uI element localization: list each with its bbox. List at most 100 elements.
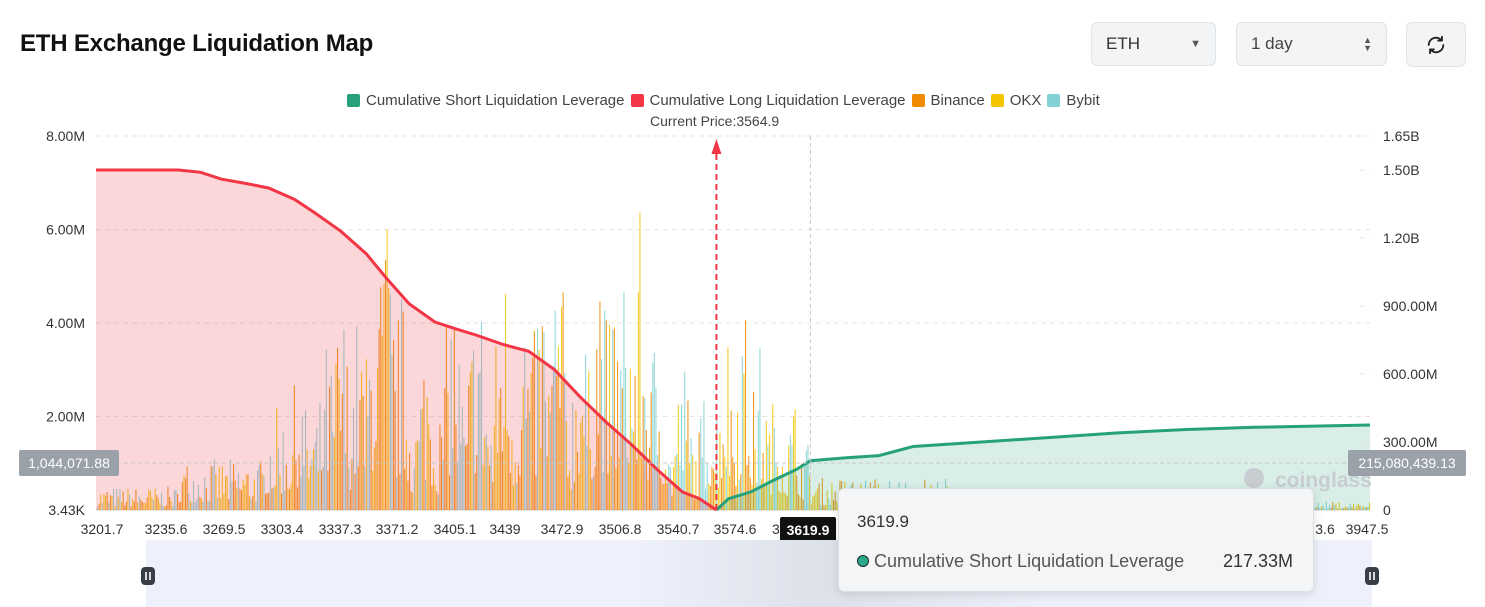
binance-bar [167,486,169,510]
binance-bar [394,391,396,510]
long-liquidation-area [96,170,717,510]
bybit-bar [1361,507,1363,510]
binance-bar [749,477,751,510]
binance-bar [431,485,433,510]
okx-bar [287,487,289,510]
okx-bar [785,493,787,510]
binance-bar [125,501,127,510]
bybit-bar [773,427,775,510]
binance-bar [98,503,100,510]
binance-bar [407,480,409,510]
bybit-bar [250,498,252,510]
okx-bar [365,359,367,510]
legend-swatch [1047,94,1061,107]
bybit-bar [807,445,809,510]
x-tick-label: 3472.9 [541,521,584,537]
legend-item-short[interactable]: Cumulative Short Liquidation Leverage [347,92,625,109]
okx-bar [484,436,486,510]
binance-bar [341,393,343,510]
bybit-bar [173,490,175,510]
binance-bar [476,455,478,510]
binance-bar [429,439,431,510]
binance-bar [177,493,179,510]
bybit-bar [108,502,110,510]
bybit-bar [389,294,391,510]
bybit-bar [305,410,307,510]
binance-bar [441,437,443,510]
okx-bar [793,416,795,510]
coin-select[interactable]: ETH ▼ [1091,22,1216,66]
binance-bar [165,505,167,510]
binance-bar [349,490,351,510]
legend-item-okx[interactable]: OKX [990,92,1041,109]
binance-bar [711,467,713,510]
binance-bar [140,499,142,510]
slider-handle-left[interactable] [141,567,155,585]
crosshair-y-left-label: 1,044,071.88 [28,455,110,471]
bybit-bar [477,373,479,510]
okx-bar [727,347,729,510]
okx-bar [149,490,151,510]
legend-item-binance[interactable]: Binance [911,92,985,109]
chart-legend: Cumulative Short Liquidation Leverage Cu… [347,92,1106,109]
binance-bar [260,461,262,510]
binance-bar [109,495,111,510]
binance-bar [617,361,619,510]
watermark-icon [1244,468,1264,488]
binance-bar [385,259,387,510]
binance-bar [380,287,382,510]
bybit-bar [213,459,215,510]
binance-bar [357,466,359,510]
bybit-bar [311,459,313,510]
bybit-bar [1317,502,1319,510]
binance-bar [746,465,748,510]
okx-bar [308,478,310,510]
refresh-button[interactable] [1406,22,1466,67]
okx-bar [589,449,591,510]
binance-bar [370,390,372,510]
okx-bar [615,468,617,510]
bybit-bar [585,354,587,510]
binance-bar [613,327,615,510]
bybit-bar [706,463,708,510]
binance-bar [1365,507,1367,510]
okx-bar [641,458,643,510]
legend-item-bybit[interactable]: Bybit [1047,92,1100,109]
bybit-bar [330,375,332,510]
binance-bar [329,386,331,510]
binance-bar [562,292,564,510]
y-right-tick-label: 1.65B [1383,128,1420,144]
binance-bar [186,466,188,510]
binance-bar [453,330,455,510]
okx-bar [505,294,507,510]
okx-bar [242,479,244,510]
binance-bar [521,430,523,510]
bybit-bar [204,477,206,510]
binance-bar [247,474,249,510]
binance-bar [106,492,108,510]
binance-bar [559,407,561,510]
okx-bar [780,492,782,510]
okx-bar [628,461,630,510]
legend-item-long[interactable]: Cumulative Long Liquidation Leverage [630,92,906,109]
binance-bar [295,460,297,510]
slider-handle-right[interactable] [1365,567,1379,585]
range-select-value: 1 day [1251,34,1293,53]
bybit-bar [485,433,487,510]
binance-bar [733,462,735,510]
okx-bar [132,498,134,510]
bybit-bar [332,432,334,510]
bybit-bar [553,365,555,510]
range-select[interactable]: 1 day ▲ ▼ [1236,22,1387,66]
binance-bar [466,443,468,510]
binance-bar [444,388,446,510]
okx-bar [164,506,166,510]
okx-bar [154,488,156,510]
okx-bar [377,367,379,510]
binance-bar [337,347,339,510]
bybit-bar [237,473,239,510]
okx-bar [405,439,407,510]
bybit-bar [191,502,193,510]
okx-bar [1321,506,1323,510]
binance-bar [489,465,491,510]
